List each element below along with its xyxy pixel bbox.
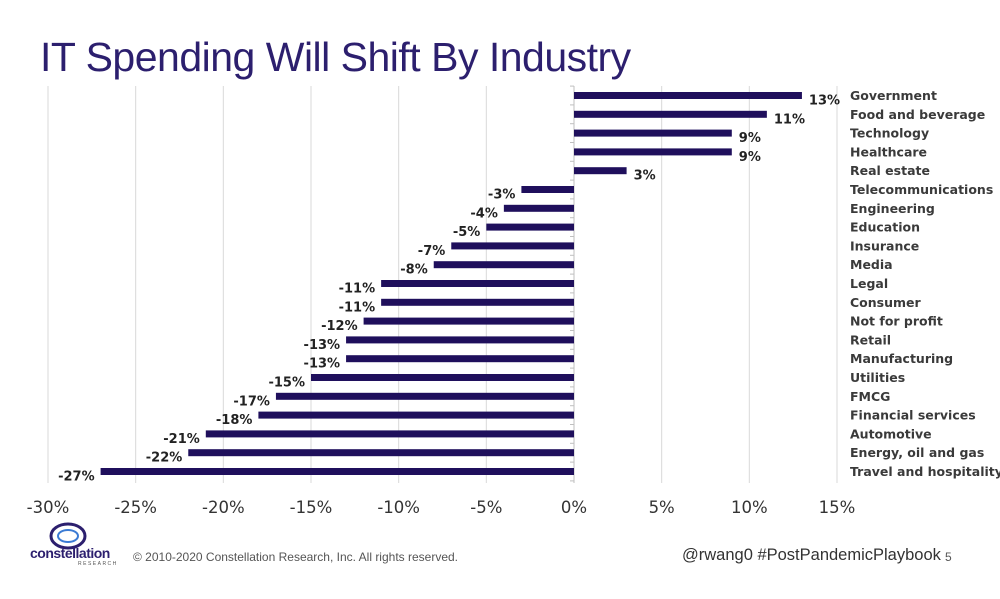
copyright-notice: © 2010-2020 Constellation Research, Inc.… xyxy=(133,550,459,564)
x-tick-label: -5% xyxy=(470,498,502,517)
bar xyxy=(503,204,574,212)
category-label: Education xyxy=(850,220,920,235)
category-label: Consumer xyxy=(850,295,922,310)
bar xyxy=(275,392,574,400)
category-label: Media xyxy=(850,257,893,272)
category-label: FMCG xyxy=(850,389,890,404)
data-label: -13% xyxy=(304,357,341,372)
x-tick-label: 10% xyxy=(731,498,768,517)
category-label: Automotive xyxy=(850,426,932,441)
bar xyxy=(188,449,574,457)
data-label: -4% xyxy=(470,206,497,221)
data-label: -11% xyxy=(339,282,376,297)
logo-wordmark: constellation xyxy=(30,545,110,561)
category-label: Financial services xyxy=(850,408,976,423)
category-label: Not for profit xyxy=(850,314,943,329)
x-tick-label: -15% xyxy=(290,498,333,517)
bar xyxy=(100,468,574,475)
data-label: -5% xyxy=(453,225,480,240)
bar xyxy=(486,223,574,231)
data-label: -18% xyxy=(216,413,253,428)
bar xyxy=(346,355,574,363)
data-label: 9% xyxy=(739,150,761,165)
bar xyxy=(346,336,574,344)
category-label: Travel and hospitality xyxy=(850,464,1000,479)
data-label: 9% xyxy=(739,131,761,146)
data-label: -11% xyxy=(339,300,376,315)
constellation-logo-icon xyxy=(49,522,87,550)
bar xyxy=(381,280,574,287)
data-label: -12% xyxy=(321,319,358,334)
bar xyxy=(381,298,574,306)
category-label: Government xyxy=(850,88,937,103)
social-handle: @rwang0 #PostPandemicPlaybook xyxy=(682,546,941,564)
bar xyxy=(451,242,574,250)
data-label: -21% xyxy=(163,432,200,447)
bar xyxy=(574,148,732,156)
x-tick-label: -30% xyxy=(27,498,70,517)
bar xyxy=(363,317,574,325)
page-number: 5 xyxy=(945,550,952,564)
bar xyxy=(574,110,767,118)
slide-title: IT Spending Will Shift By Industry xyxy=(40,34,631,80)
category-label: Telecommunications xyxy=(850,182,993,197)
bar xyxy=(433,261,574,269)
data-label: 13% xyxy=(809,94,840,109)
data-label: 3% xyxy=(634,169,656,184)
x-tick-label: -10% xyxy=(377,498,420,517)
x-tick-label: -20% xyxy=(202,498,245,517)
bar xyxy=(258,411,574,419)
x-tick-label: 0% xyxy=(561,498,587,517)
bar xyxy=(574,92,802,99)
bar xyxy=(574,167,627,175)
category-label: Insurance xyxy=(850,238,919,253)
data-label: -7% xyxy=(418,244,445,259)
category-label: Legal xyxy=(850,276,888,291)
bar xyxy=(205,430,575,438)
data-label: 11% xyxy=(774,112,805,127)
category-label: Real estate xyxy=(850,163,930,178)
category-label: Retail xyxy=(850,332,891,347)
data-label: -17% xyxy=(233,394,270,409)
category-label: Engineering xyxy=(850,201,935,216)
category-label: Energy, oil and gas xyxy=(850,445,984,460)
constellation-logo: constellation RESEARCH xyxy=(30,521,130,571)
data-label: -3% xyxy=(488,188,515,203)
category-label: Manufacturing xyxy=(850,351,953,366)
bar xyxy=(574,129,732,137)
data-label: -8% xyxy=(400,263,427,278)
bar xyxy=(311,374,574,381)
category-label: Technology xyxy=(850,126,929,141)
category-label: Healthcare xyxy=(850,144,927,159)
logo-subtext: RESEARCH xyxy=(78,561,118,567)
data-label: -27% xyxy=(58,470,95,485)
x-tick-label: 5% xyxy=(649,498,675,517)
data-label: -13% xyxy=(304,338,341,353)
data-label: -15% xyxy=(268,376,305,391)
category-label: Utilities xyxy=(850,370,905,385)
bar xyxy=(521,186,574,193)
x-tick-label: -25% xyxy=(114,498,157,517)
data-label: -22% xyxy=(146,451,183,466)
category-label: Food and beverage xyxy=(850,107,985,122)
x-tick-label: 15% xyxy=(819,498,856,517)
